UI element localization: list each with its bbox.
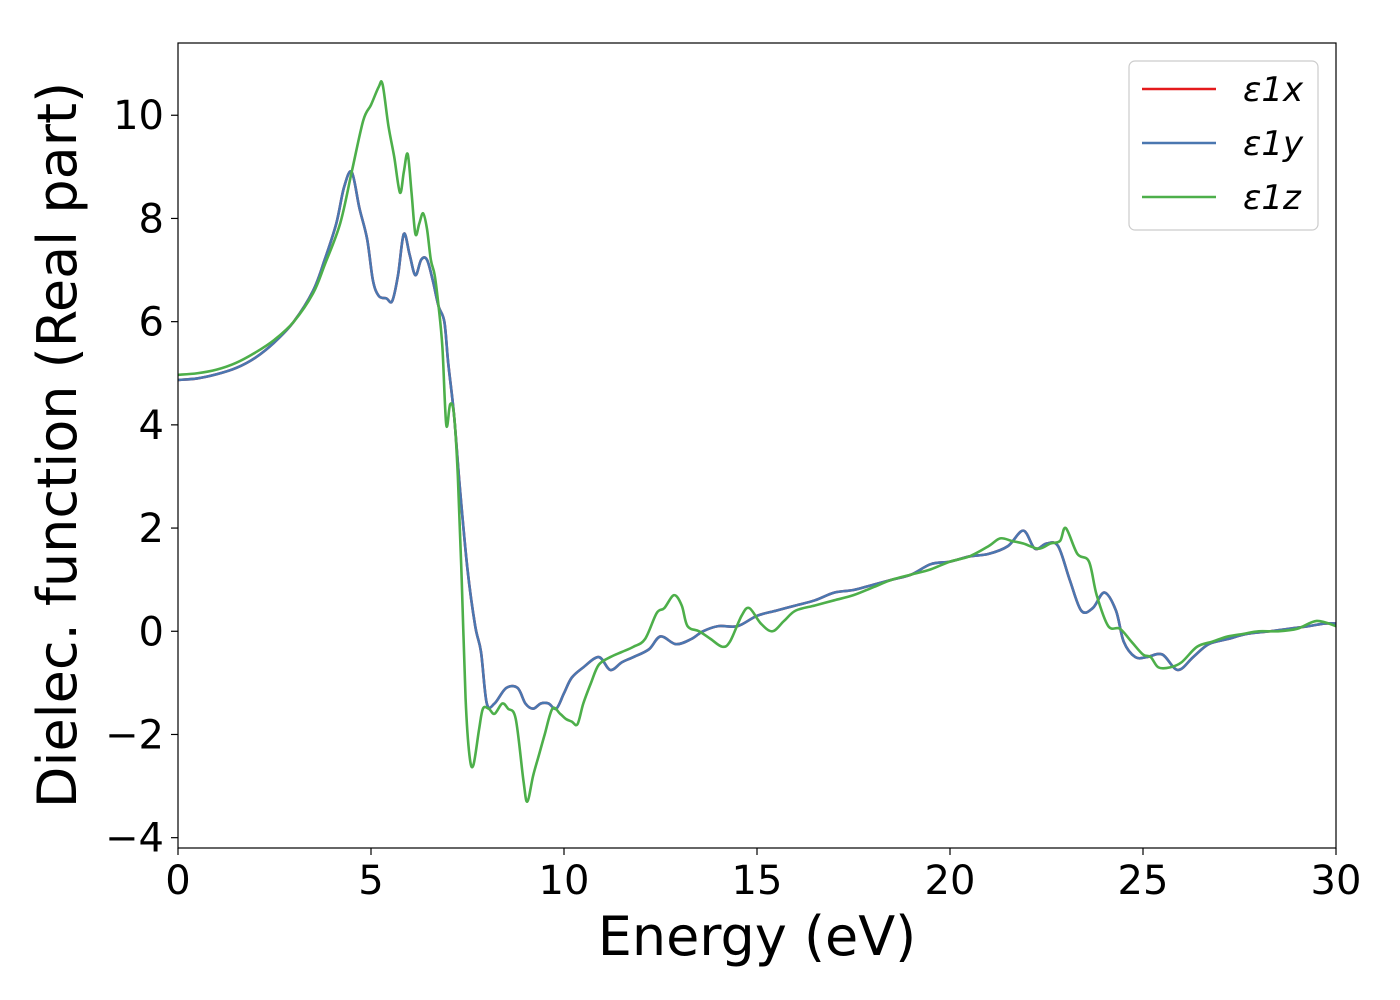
x-axis-label: Energy (eV) [598, 905, 917, 968]
legend-label-z: ε1z [1243, 178, 1302, 218]
y-axis-ticks: −4 −2 0 2 4 6 8 10 [105, 93, 178, 862]
y-tick-label: 10 [113, 93, 164, 139]
x-tick-label: 10 [539, 858, 590, 904]
legend-box [1128, 60, 1319, 231]
y-tick-label: 0 [139, 609, 164, 655]
y-tick-label: 2 [139, 506, 164, 552]
series-layer [177, 80, 1337, 803]
legend-label-y: ε1y [1243, 124, 1304, 164]
series-line-eps1y [177, 170, 1337, 711]
y-tick-label: 8 [139, 196, 164, 242]
y-axis-label: Dielec. function (Real part) [26, 82, 89, 808]
y-tick-label: −4 [105, 816, 164, 862]
x-tick-label: 20 [925, 858, 976, 904]
series-line-eps1z [177, 80, 1337, 803]
legend: ε1x ε1y ε1z [1128, 60, 1319, 231]
y-tick-label: 4 [139, 403, 164, 449]
x-tick-label: 0 [165, 858, 190, 904]
x-tick-label: 15 [732, 858, 783, 904]
x-tick-label: 30 [1311, 858, 1362, 904]
y-tick-label: −2 [105, 712, 164, 758]
legend-label-x: ε1x [1243, 70, 1304, 110]
y-tick-label: 6 [139, 300, 164, 346]
x-axis-ticks: 0 5 10 15 20 25 30 [165, 848, 1361, 904]
x-tick-label: 5 [358, 858, 383, 904]
x-tick-label: 25 [1118, 858, 1169, 904]
